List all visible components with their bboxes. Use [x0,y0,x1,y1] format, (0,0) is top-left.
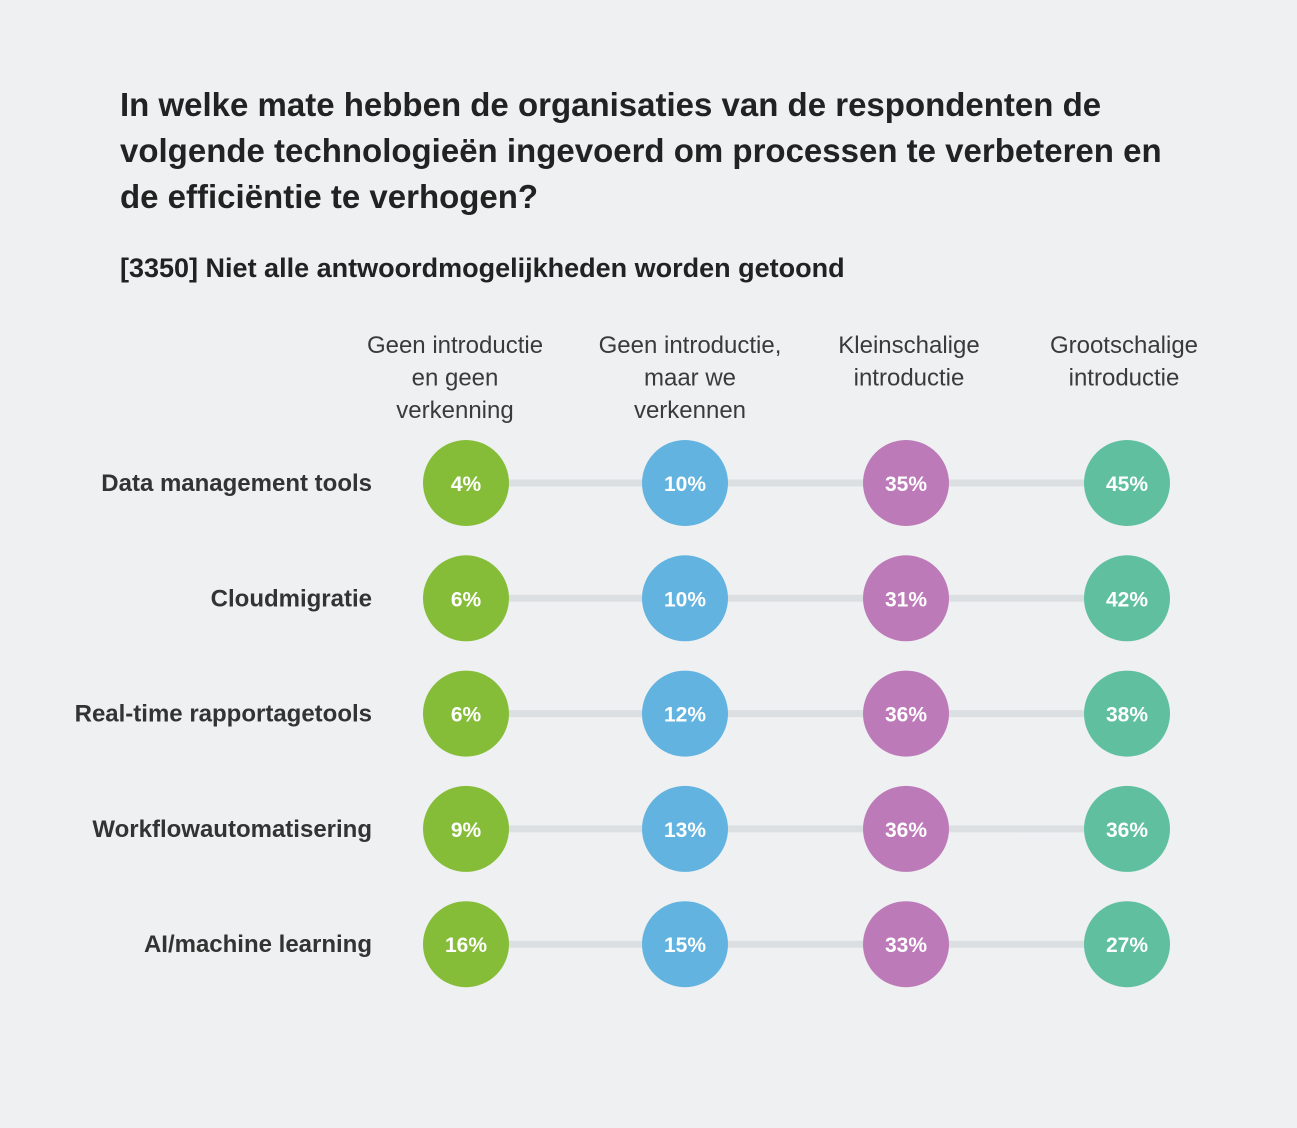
value-label: 42% [1106,588,1148,611]
value-label: 38% [1106,704,1148,727]
value-bubble [863,555,949,642]
value-bubble [1084,901,1170,988]
chart-subtitle: [3350] Niet alle antwoordmogelijkheden w… [120,253,845,283]
row-label: Cloudmigratie [211,585,372,612]
value-label: 10% [664,588,706,611]
value-label: 33% [885,934,927,957]
row-label: Real-time rapportagetools [75,701,372,728]
value-label: 6% [451,588,482,611]
column-header-line: maar we [644,365,736,392]
column-header-line: Geen introductie, [599,332,782,359]
value-bubble [1084,670,1170,757]
value-bubble [863,440,949,526]
value-label: 9% [451,819,482,842]
value-label: 35% [885,473,927,496]
column-header-line: introductie [1069,365,1180,392]
value-bubble [863,785,949,872]
value-bubble [1084,785,1170,872]
value-label: 36% [885,704,927,727]
column-header: Grootschalige introductie [1050,332,1198,392]
value-label: 6% [451,704,482,727]
value-label: 16% [445,934,487,957]
column-header: Kleinschalige introductie [838,332,979,392]
value-bubble [423,440,509,526]
value-bubble [423,901,509,988]
value-bubble [1084,440,1170,526]
value-bubble [863,670,949,757]
value-bubble [642,901,728,988]
value-label: 4% [451,473,482,496]
value-label: 45% [1106,473,1148,496]
column-header-line: Kleinschalige [838,332,979,359]
column-header-line: Geen introductie [367,332,543,359]
value-bubble [642,440,728,526]
column-header-line: Grootschalige [1050,332,1198,359]
value-bubble [423,670,509,757]
value-bubble [642,555,728,642]
column-header: Geen introductie, maar we verkennen [599,332,782,424]
value-label: 15% [664,934,706,957]
value-label: 36% [1106,819,1148,842]
column-header-line: verkennen [634,397,746,424]
column-header: Geen introductie en geen verkenning [367,332,543,424]
row-label: Data management tools [101,470,372,497]
chart-title: In welke mate hebben de organisaties van… [120,86,1162,215]
value-label: 13% [664,819,706,842]
row-label: AI/machine learning [144,931,372,958]
value-label: 36% [885,819,927,842]
value-label: 27% [1106,934,1148,957]
value-bubble [423,555,509,642]
value-label: 12% [664,704,706,727]
column-header-line: verkenning [396,397,513,424]
value-bubble [863,901,949,988]
value-label: 10% [664,473,706,496]
value-bubble [642,785,728,872]
value-label: 31% [885,588,927,611]
column-header-line: introductie [854,365,965,392]
value-bubble [642,670,728,757]
column-header-line: en geen [412,365,499,392]
value-bubble [423,785,509,872]
row-label: Workflowautomatisering [92,816,372,843]
value-bubble [1084,555,1170,642]
